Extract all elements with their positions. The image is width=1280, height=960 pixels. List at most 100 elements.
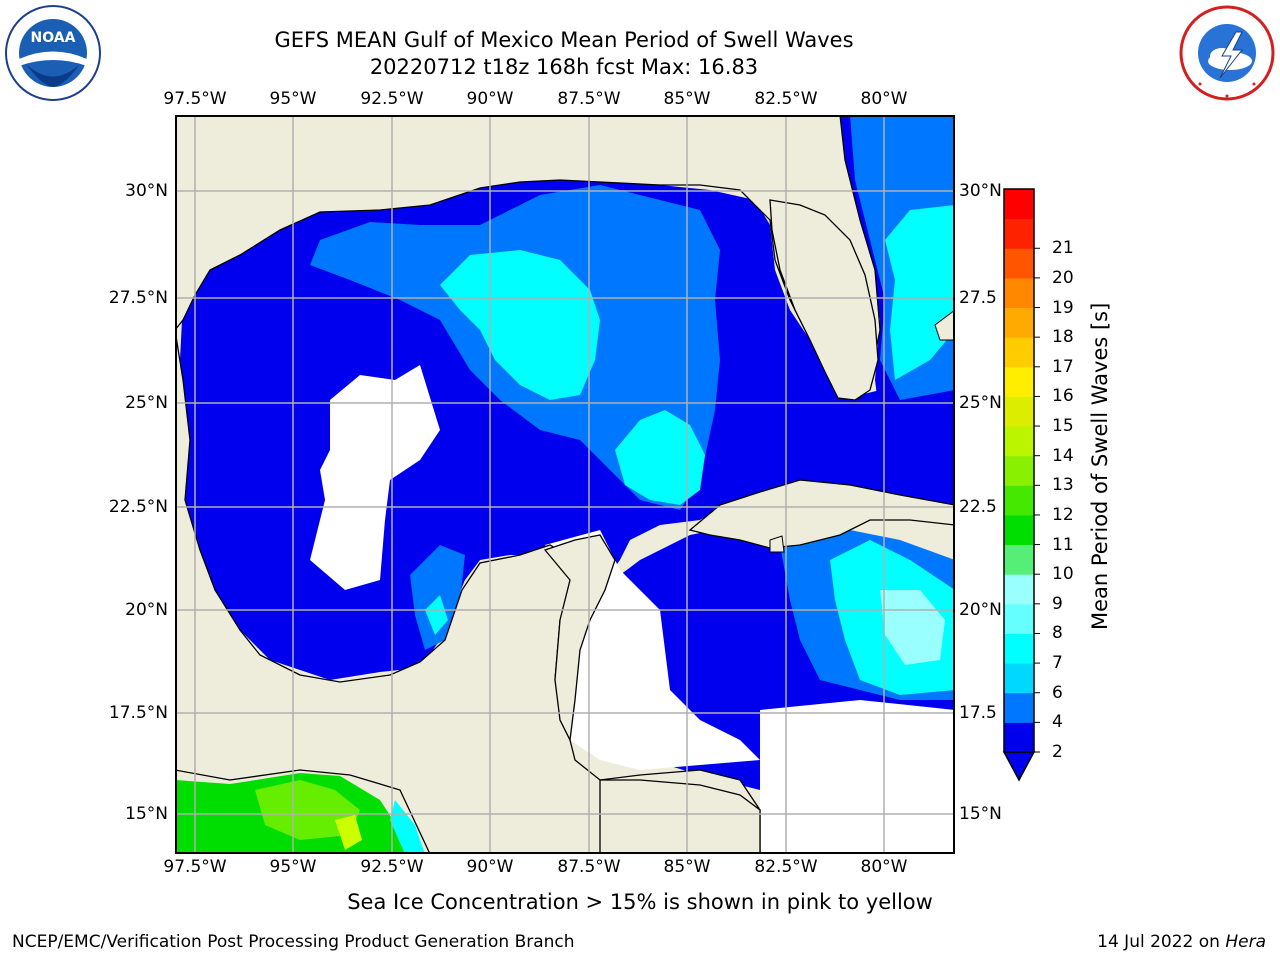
colorbar-frame xyxy=(1003,188,1035,753)
colorbar-cell xyxy=(1004,366,1034,397)
map-title: GEFS MEAN Gulf of Mexico Mean Period of … xyxy=(274,28,854,52)
land-bahamas xyxy=(934,309,955,341)
lon-label-bottom: 85°W xyxy=(663,857,711,877)
colorbar-tick-label: 4 xyxy=(1052,712,1063,733)
noaa-logo: NOAA xyxy=(4,4,102,102)
lat-label-left: 30°N xyxy=(125,181,168,201)
period-6-8-campeche xyxy=(425,595,448,635)
colorbar-cell xyxy=(1004,722,1034,753)
map-subtitle: 20220712 t18z 168h fcst Max: 16.83 xyxy=(369,55,759,79)
colorbar-cell xyxy=(1004,248,1034,279)
colorbar-tick-label: 11 xyxy=(1052,534,1074,555)
lat-label-right: 25°N xyxy=(959,393,1002,413)
lon-label-bottom: 90°W xyxy=(466,857,514,877)
colorbar-cell xyxy=(1004,514,1034,546)
period-11-12-pacific xyxy=(255,780,360,840)
map-frame xyxy=(175,115,955,854)
colorbar-tick-label: 13 xyxy=(1052,475,1074,496)
colorbar-tick-label: 10 xyxy=(1052,564,1074,585)
colorbar-extend-arrow xyxy=(1002,751,1036,782)
lon-label-top: 97.5°W xyxy=(163,89,227,109)
lon-label-top: 80°W xyxy=(860,89,908,109)
land-cuba xyxy=(688,479,955,549)
colorbar-tick-label: 9 xyxy=(1052,593,1063,614)
period-6-8-atlantic xyxy=(885,205,955,380)
lat-label-right: 22.5 xyxy=(959,497,997,517)
colorbar-cell xyxy=(1004,663,1034,694)
nws-logo xyxy=(1178,4,1276,102)
lat-label-right: 27.5 xyxy=(959,288,997,308)
colorbar-cell xyxy=(1004,426,1034,457)
colorbar-cell xyxy=(1004,455,1034,486)
footer-host: Hera xyxy=(1225,932,1266,952)
colorbar-tick-label: 6 xyxy=(1052,682,1063,703)
lat-label-left: 22.5°N xyxy=(108,497,168,517)
lon-label-bottom: 87.5°W xyxy=(557,857,621,877)
colorbar-tick-label: 2 xyxy=(1052,742,1063,762)
colorbar-tick-label: 18 xyxy=(1052,327,1074,348)
no-data-area xyxy=(310,365,440,590)
colorbar-tick-label: 15 xyxy=(1052,416,1074,437)
lat-label-left: 15°N xyxy=(125,804,168,824)
colorbar-ticks: 2 4 6 7 8 9 10 11 12 13 14 15 16 17 18 19 20 21 xyxy=(1040,186,1100,786)
lon-label-bottom: 82.5°W xyxy=(754,857,818,877)
lat-label-right: 15°N xyxy=(959,804,1002,824)
lat-label-right: 30°N xyxy=(959,181,1002,201)
colorbar-cell xyxy=(1004,396,1034,427)
period-8-9-caribbean xyxy=(880,590,945,665)
colorbar-tick-label: 12 xyxy=(1052,504,1074,525)
colorbar-tick-label: 17 xyxy=(1052,356,1074,377)
colorbar-cell xyxy=(1004,544,1034,575)
period-6-8-gulf-south xyxy=(615,410,705,505)
colorbar-tick-label: 7 xyxy=(1052,653,1063,674)
lat-label-right: 20°N xyxy=(959,600,1002,620)
colorbar-cell xyxy=(1004,574,1034,605)
period-12-13-pacific xyxy=(335,815,362,850)
colorbar-tick-label: 8 xyxy=(1052,623,1063,644)
colorbar-tick-label: 20 xyxy=(1052,267,1074,288)
sea-ice-caption: Sea Ice Concentration > 15% is shown in … xyxy=(347,890,933,914)
colorbar-cell xyxy=(1004,307,1034,338)
lat-label-left: 17.5°N xyxy=(108,703,168,723)
colorbar-cell xyxy=(1004,633,1034,664)
colorbar-cell xyxy=(1004,189,1034,220)
lon-label-top: 87.5°W xyxy=(557,89,621,109)
footer-credit: NCEP/EMC/Verification Post Processing Pr… xyxy=(12,932,575,952)
footer-date: 14 Jul 2022 on Hera xyxy=(1097,932,1266,952)
swell-period-map xyxy=(175,115,955,854)
lat-label-left: 25°N xyxy=(125,393,168,413)
period-6-8-gulf xyxy=(440,250,600,400)
colorbar-tick-label: 21 xyxy=(1052,238,1074,259)
colorbar-tick-label: 19 xyxy=(1052,297,1074,318)
lat-label-left: 20°N xyxy=(125,600,168,620)
lon-label-bottom: 80°W xyxy=(860,857,908,877)
lon-label-top: 85°W xyxy=(663,89,711,109)
footer-date-text: 14 Jul 2022 on xyxy=(1097,932,1226,952)
colorbar-cells xyxy=(1004,189,1040,753)
land-us xyxy=(175,115,881,399)
svg-text:NOAA: NOAA xyxy=(31,30,76,46)
colorbar-cell xyxy=(1004,485,1034,516)
colorbar-cell xyxy=(1004,692,1034,723)
land-isle-youth xyxy=(769,535,785,553)
no-data-caribbean xyxy=(760,700,955,854)
colorbar-label: Mean Period of Swell Waves [s] xyxy=(1088,302,1112,630)
lat-label-right: 17.5 xyxy=(959,703,997,723)
lat-label-left: 27.5°N xyxy=(108,288,168,308)
colorbar-cell xyxy=(1004,603,1034,634)
land-mexico xyxy=(175,329,761,854)
colorbar-cell xyxy=(1004,337,1034,368)
lon-label-top: 82.5°W xyxy=(754,89,818,109)
colorbar-tick-label: 16 xyxy=(1052,386,1074,407)
lon-label-top: 92.5°W xyxy=(360,89,424,109)
land-yucatan xyxy=(543,534,616,743)
colorbar-cell xyxy=(1004,277,1034,309)
lon-label-bottom: 97.5°W xyxy=(163,857,227,877)
land-florida xyxy=(769,199,879,401)
colorbar-cell xyxy=(1004,218,1034,249)
colorbar-tick-label: 14 xyxy=(1052,445,1074,466)
lon-label-bottom: 95°W xyxy=(269,857,317,877)
lon-label-top: 90°W xyxy=(466,89,514,109)
lon-label-top: 95°W xyxy=(269,89,317,109)
map-gridlines xyxy=(175,115,955,854)
